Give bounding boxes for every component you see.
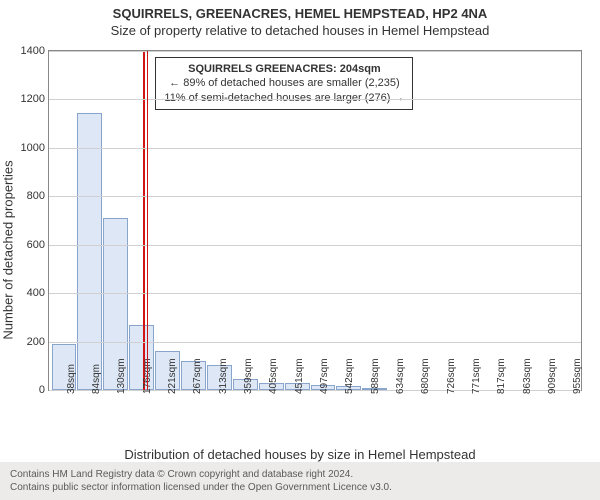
x-tick: 817sqm <box>496 358 507 394</box>
y-tick: 200 <box>27 336 45 348</box>
y-tick: 400 <box>27 287 45 299</box>
x-tick: 588sqm <box>370 358 381 394</box>
gridline <box>49 293 581 294</box>
footer-line1: Contains HM Land Registry data © Crown c… <box>10 468 590 481</box>
x-tick: 359sqm <box>243 358 254 394</box>
gridline <box>49 148 581 149</box>
annotation-box: SQUIRRELS GREENACRES: 204sqm ← 89% of de… <box>155 57 413 110</box>
y-tick: 1200 <box>21 93 45 105</box>
chart-subtitle: Size of property relative to detached ho… <box>0 23 600 38</box>
x-tick: 497sqm <box>319 358 330 394</box>
x-tick: 955sqm <box>572 358 583 394</box>
x-tick: 313sqm <box>218 358 229 394</box>
x-tick: 130sqm <box>116 358 127 394</box>
gridline <box>49 245 581 246</box>
gridline <box>49 51 581 52</box>
x-tick: 267sqm <box>192 358 203 394</box>
chart-area: SQUIRRELS GREENACRES: 204sqm ← 89% of de… <box>48 42 590 445</box>
chart-container: SQUIRRELS, GREENACRES, HEMEL HEMPSTEAD, … <box>0 0 600 500</box>
plot-area: SQUIRRELS GREENACRES: 204sqm ← 89% of de… <box>48 50 582 391</box>
x-tick: 405sqm <box>268 358 279 394</box>
y-tick: 1000 <box>21 142 45 154</box>
footer-line2: Contains public sector information licen… <box>10 481 590 494</box>
y-tick: 600 <box>27 239 45 251</box>
x-tick: 909sqm <box>547 358 558 394</box>
x-tick: 84sqm <box>91 364 102 394</box>
y-axis-label: Number of detached properties <box>1 160 16 339</box>
x-tick: 221sqm <box>167 358 178 394</box>
y-tick: 1400 <box>21 45 45 57</box>
marker-line <box>147 51 148 390</box>
gridline <box>49 99 581 100</box>
footer: Contains HM Land Registry data © Crown c… <box>0 462 600 500</box>
x-tick: 542sqm <box>344 358 355 394</box>
annotation-line3: 11% of semi-detached houses are larger (… <box>164 91 404 105</box>
x-tick: 38sqm <box>66 364 77 394</box>
x-tick: 863sqm <box>522 358 533 394</box>
gridline <box>49 342 581 343</box>
y-tick: 800 <box>27 190 45 202</box>
x-tick: 771sqm <box>471 358 482 394</box>
x-tick: 680sqm <box>420 358 431 394</box>
marker-line <box>143 51 145 390</box>
x-tick: 726sqm <box>446 358 457 394</box>
histogram-bar <box>77 113 102 390</box>
chart-title: SQUIRRELS, GREENACRES, HEMEL HEMPSTEAD, … <box>0 6 600 21</box>
x-tick: 451sqm <box>294 358 305 394</box>
x-tick: 634sqm <box>395 358 406 394</box>
x-axis-label: Distribution of detached houses by size … <box>0 447 600 462</box>
gridline <box>49 196 581 197</box>
y-tick: 0 <box>39 384 45 396</box>
annotation-line2: ← 89% of detached houses are smaller (2,… <box>164 76 404 90</box>
annotation-title: SQUIRRELS GREENACRES: 204sqm <box>164 62 404 76</box>
